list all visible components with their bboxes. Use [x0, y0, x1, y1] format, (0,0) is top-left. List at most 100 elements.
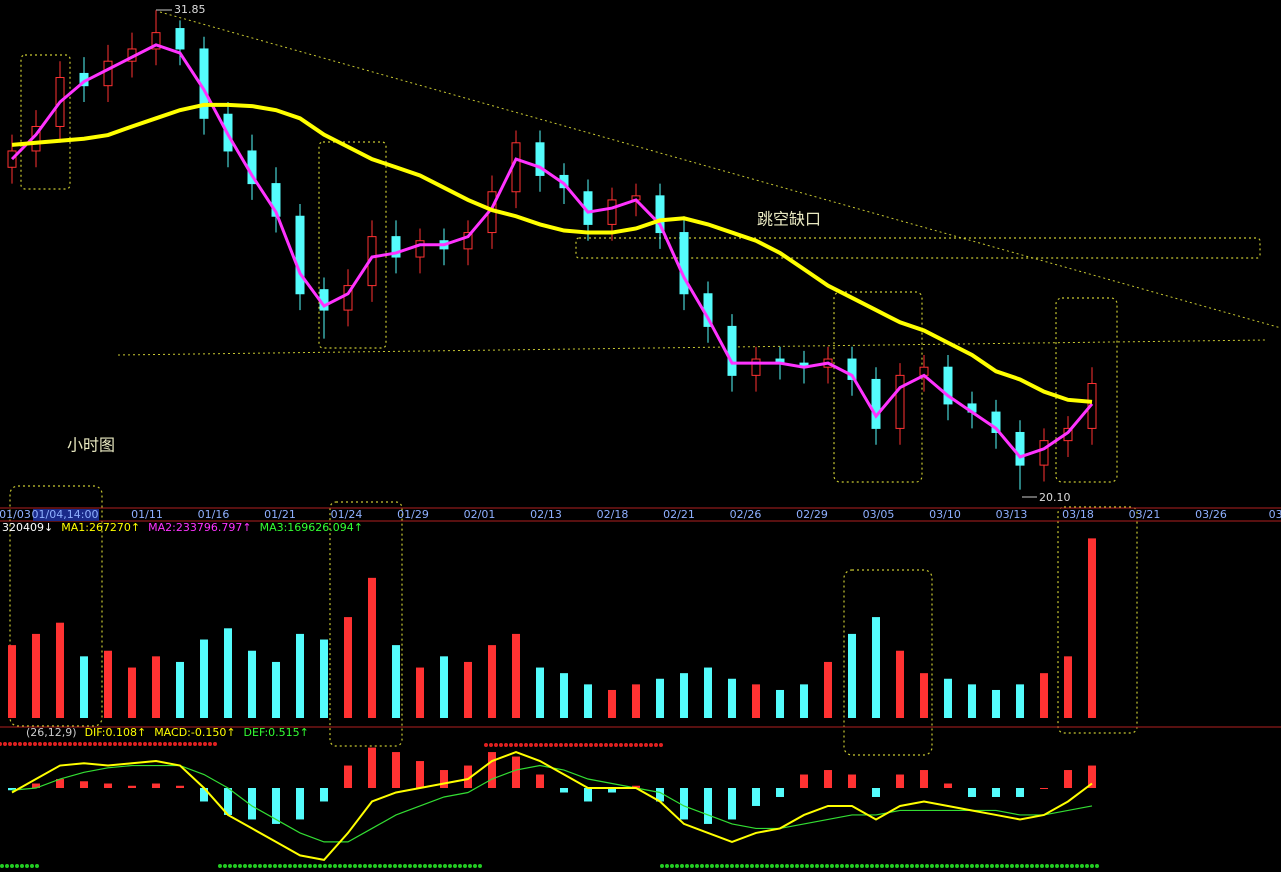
volume-bar: [344, 617, 352, 718]
volume-bar: [512, 633, 520, 718]
low-annotation: 20.10: [1039, 491, 1071, 504]
high-annotation: 31.85: [174, 3, 206, 16]
volume-bar: [944, 678, 952, 718]
macd-bar: [1064, 770, 1072, 789]
macd-bar: [896, 774, 904, 789]
macd-bar: [512, 756, 520, 789]
macd-bar: [104, 783, 112, 789]
legend-entry: DEF:0.515↑: [244, 726, 309, 739]
volume-bar: [536, 667, 544, 718]
volume-bar: [248, 650, 256, 718]
candle-body: [1039, 440, 1049, 466]
candle-body: [895, 374, 905, 429]
candle-body: [1015, 431, 1025, 466]
volume-bar: [584, 684, 592, 718]
volume-bar: [488, 645, 496, 718]
volume-bar: [200, 639, 208, 718]
volume-bar: [824, 661, 832, 718]
macd-bar: [440, 770, 448, 789]
candle-body: [943, 366, 953, 405]
candle-body: [463, 232, 473, 250]
trend-line: [159, 11, 1281, 329]
volume-bar: [272, 661, 280, 718]
legend-entry: MA3:169626.094↑: [260, 521, 363, 534]
macd-bar: [1016, 788, 1024, 797]
moving-average: [11, 102, 1093, 404]
candle-body: [151, 32, 161, 50]
candle-body: [991, 411, 1001, 433]
volume-bar: [80, 656, 88, 718]
x-tick-label: 01/04,14:00: [32, 508, 99, 521]
legend-entry: MACD:-0.150↑: [154, 726, 235, 739]
x-tick-label: 03/10: [929, 508, 961, 521]
x-tick-label: 01/21: [264, 508, 296, 521]
x-tick-label: 01/16: [198, 508, 230, 521]
macd-bar: [248, 788, 256, 820]
macd-bar: [416, 761, 424, 789]
legend-entry: MA2:233796.797↑: [148, 521, 251, 534]
macd-bar: [176, 785, 184, 789]
macd-bar: [1088, 765, 1096, 789]
x-tick-label: 02/18: [597, 508, 629, 521]
macd-bar: [824, 770, 832, 789]
volume-bar: [848, 633, 856, 718]
macd-bar: [320, 788, 328, 802]
macd-bar: [368, 747, 376, 789]
macd-bar: [464, 765, 472, 789]
macd-bar: [536, 774, 544, 789]
macd-bar: [32, 783, 40, 789]
macd-bar: [704, 788, 712, 824]
gap-annotation: 跳空缺口: [757, 210, 821, 229]
x-tick-label: 03/05: [863, 508, 895, 521]
volume-bar: [296, 633, 304, 718]
volume-bar: [872, 617, 880, 718]
macd-bar: [560, 788, 568, 793]
volume-bar: [464, 661, 472, 718]
legend-entry: 320409↓: [2, 521, 53, 534]
volume-bar: [32, 633, 40, 718]
volume-bar: [656, 678, 664, 718]
macd-bar: [728, 788, 736, 820]
volume-bar: [368, 577, 376, 718]
x-tick-label: 02/01: [464, 508, 496, 521]
macd-bar: [200, 788, 208, 802]
volume-bar: [632, 684, 640, 718]
volume-bar: [320, 639, 328, 718]
candle-body: [391, 236, 401, 258]
x-tick-label: 03/13: [996, 508, 1028, 521]
candle-body: [295, 215, 305, 295]
x-tick-label: 03/21: [1129, 508, 1161, 521]
volume-bar: [680, 673, 688, 718]
volume-bar: [752, 684, 760, 718]
volume-bar: [728, 678, 736, 718]
highlight-box: [329, 501, 403, 747]
timeframe-annotation: 小时图: [67, 436, 115, 455]
macd-bar: [920, 770, 928, 789]
macd-bar: [776, 788, 784, 797]
macd-bar: [872, 788, 880, 797]
x-tick-label: 03/18: [1062, 508, 1094, 521]
candle-body: [343, 285, 353, 311]
candle-body: [415, 240, 425, 258]
volume-bar: [992, 689, 1000, 718]
macd-bar: [944, 783, 952, 789]
macd-bar: [608, 788, 616, 793]
candle-body: [847, 358, 857, 380]
x-tick-label: 01/03: [0, 508, 31, 521]
x-tick-label: 02/21: [663, 508, 695, 521]
macd-bar: [632, 785, 640, 789]
volume-bar: [440, 656, 448, 718]
volume-bar: [1064, 656, 1072, 718]
volume-bar: [920, 673, 928, 718]
volume-bar: [608, 689, 616, 718]
volume-bar: [392, 645, 400, 718]
candle-body: [727, 325, 737, 376]
macd-bar: [800, 774, 808, 789]
macd-bar: [152, 783, 160, 789]
cursor-date-box: [33, 509, 99, 521]
macd-bar: [1040, 788, 1048, 790]
volume-bar: [800, 684, 808, 718]
candle-body: [655, 195, 665, 234]
highlight-box: [843, 569, 933, 756]
